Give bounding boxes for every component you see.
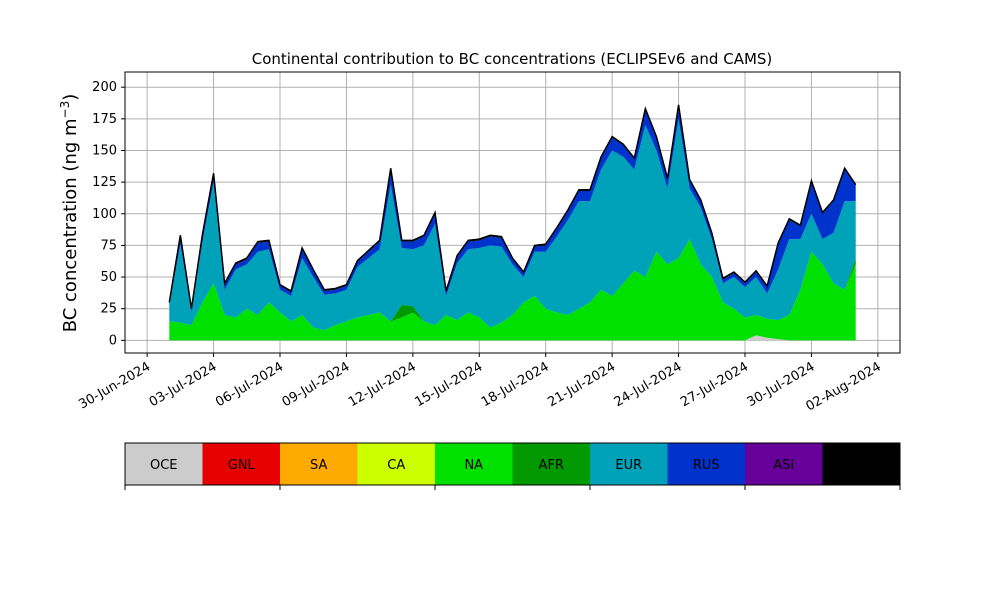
y-tick-label: 175 bbox=[92, 112, 117, 127]
y-tick-label: 100 bbox=[92, 207, 117, 222]
x-tick-label: 15-Jul-2024 bbox=[412, 359, 485, 410]
legend-swatch-asi bbox=[745, 443, 823, 485]
y-axis-label-close: ) bbox=[60, 94, 81, 101]
y-tick-label: 75 bbox=[100, 238, 117, 253]
legend-swatch-na bbox=[435, 443, 513, 485]
area-eur bbox=[169, 118, 856, 331]
y-tick-label: 200 bbox=[92, 80, 117, 95]
y-axis-label: BC concentration (ng m−3) bbox=[58, 94, 81, 333]
legend-label-sa: SA bbox=[310, 458, 327, 473]
legend-swatch-rus bbox=[667, 443, 745, 485]
y-axis: 0 25 50 75 100 125 150 175 200 bbox=[92, 80, 125, 348]
legend-swatch-sa bbox=[280, 443, 358, 485]
legend-label-rus: RUS bbox=[693, 458, 720, 473]
x-tick-label: 27-Jul-2024 bbox=[678, 359, 751, 410]
y-tick-label: 0 bbox=[109, 333, 117, 348]
plot-frame bbox=[124, 71, 901, 354]
legend-label-afr: AFR bbox=[539, 458, 564, 473]
legend-swatch-gnl bbox=[202, 443, 280, 485]
total-line bbox=[168, 104, 857, 309]
x-tick-label: 12-Jul-2024 bbox=[346, 359, 419, 410]
legend-label-oce: OCE bbox=[150, 458, 178, 473]
x-tick-label: 06-Jul-2024 bbox=[213, 359, 286, 410]
x-tick-label: 24-Jul-2024 bbox=[612, 359, 685, 410]
y-tick-label: 150 bbox=[92, 143, 117, 158]
x-axis: 30-Jun-202403-Jul-202406-Jul-202409-Jul-… bbox=[76, 353, 884, 415]
x-tick-label: 30-Jun-2024 bbox=[76, 359, 153, 412]
legend-swatch-ca bbox=[357, 443, 435, 485]
legend: OCE GNL SA CA NA AFR EUR RUS ASI AUS bbox=[124, 442, 901, 490]
legend-label-eur: EUR bbox=[615, 458, 642, 473]
x-tick-label: 09-Jul-2024 bbox=[280, 359, 353, 410]
legend-label-na: NA bbox=[464, 458, 483, 473]
legend-swatch-afr bbox=[512, 443, 590, 485]
y-tick-label: 50 bbox=[100, 270, 117, 285]
legend-label-aus: AUS bbox=[848, 458, 875, 473]
y-axis-label-main: BC concentration (ng m bbox=[60, 118, 81, 332]
legend-frame bbox=[124, 442, 901, 486]
chart-title: Continental contribution to BC concentra… bbox=[252, 50, 773, 68]
legend-swatch-aus bbox=[822, 443, 900, 485]
legend-label-asi: ASI bbox=[773, 458, 794, 473]
plot-outline bbox=[168, 104, 857, 309]
x-tick-label: 03-Jul-2024 bbox=[147, 359, 220, 410]
legend-label-gnl: GNL bbox=[228, 458, 256, 473]
y-tick-label: 125 bbox=[92, 175, 117, 190]
x-tick-label: 02-Aug-2024 bbox=[804, 359, 884, 414]
y-tick-label: 25 bbox=[100, 302, 117, 317]
x-tick-label: 21-Jul-2024 bbox=[545, 359, 618, 410]
legend-swatch-oce bbox=[125, 443, 203, 485]
legend-swatch-eur bbox=[590, 443, 668, 485]
area-na bbox=[169, 239, 856, 341]
x-tick-label: 18-Jul-2024 bbox=[479, 359, 552, 410]
plot-areas bbox=[169, 104, 856, 341]
y-axis-label-exponent: −3 bbox=[58, 101, 72, 119]
legend-label-ca: CA bbox=[387, 458, 405, 473]
